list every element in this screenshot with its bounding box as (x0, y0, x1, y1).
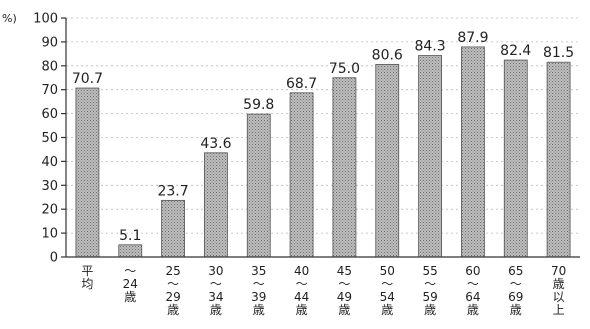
x-tick-label: ～ (510, 277, 522, 291)
x-tick-label: ～ (210, 277, 222, 291)
data-label: 75.0 (329, 61, 360, 77)
data-label: 82.4 (500, 43, 531, 59)
bars (75, 46, 571, 258)
x-tick-label: 均 (81, 277, 93, 291)
bar (375, 63, 400, 258)
x-tick-label: 50 (380, 264, 395, 278)
x-tick-label: 30 (208, 264, 223, 278)
x-tick-label: 60 (465, 264, 480, 278)
y-tick-label: 50 (41, 131, 58, 146)
x-tick-label: 34 (208, 290, 223, 304)
y-unit-label: %) (2, 12, 17, 25)
x-tick-label: 歳 (167, 303, 179, 317)
x-tick-label: 歳 (381, 303, 393, 317)
y-tick-label: 10 (41, 227, 58, 242)
bar (75, 87, 100, 258)
x-tick-label: 歳 (467, 303, 479, 317)
x-tick-label: 以 (553, 290, 565, 304)
x-tick-label: ～ (124, 264, 136, 278)
x-tick-label: 29 (165, 290, 180, 304)
data-label: 43.6 (200, 136, 231, 152)
x-tick-label: 59 (422, 290, 437, 304)
x-tick-label: 49 (337, 290, 352, 304)
x-tick-label: 69 (508, 290, 523, 304)
x-tick-label: 64 (465, 290, 480, 304)
x-tick-label: 歳 (210, 303, 222, 317)
data-label: 84.3 (414, 39, 445, 55)
data-label: 23.7 (157, 183, 188, 199)
x-tick-label: 歳 (338, 303, 350, 317)
y-tick-label: 100 (33, 12, 58, 27)
data-label: 70.7 (72, 71, 103, 87)
data-label: 87.9 (457, 30, 488, 46)
bar (503, 59, 528, 258)
x-tick-label: 55 (422, 264, 437, 278)
y-tick-label: 90 (41, 35, 58, 50)
x-tick-label: 24 (123, 277, 138, 291)
x-tick-label: 歳 (124, 290, 136, 304)
x-tick-label: ～ (296, 277, 308, 291)
x-tick-label: 45 (337, 264, 352, 278)
bar (546, 61, 571, 258)
bar (204, 152, 228, 258)
y-tick-label: 40 (41, 155, 58, 170)
bar (418, 55, 442, 258)
x-tick-label: 歳 (296, 303, 308, 317)
data-label: 5.1 (119, 228, 141, 244)
y-tick-label: 20 (41, 203, 58, 218)
x-tick-label: 平 (81, 264, 93, 278)
x-tick-label: 35 (251, 264, 266, 278)
x-tick-label: 39 (251, 290, 266, 304)
x-tick-label: ～ (467, 277, 479, 291)
x-tick-label: 70 (551, 264, 566, 278)
data-label: 80.6 (372, 47, 403, 63)
data-label: 81.5 (543, 45, 574, 61)
x-tick-label: 歳 (424, 303, 436, 317)
y-tick-label: 30 (41, 179, 58, 194)
x-tick-label: ～ (253, 277, 265, 291)
bar (332, 77, 357, 258)
bar (161, 199, 185, 258)
y-tick-label: 70 (41, 83, 58, 98)
labels: 0102030405060708090100%)70.7平均5.1～24歳23.… (2, 12, 574, 318)
x-tick-label: 65 (508, 264, 523, 278)
x-tick-label: 上 (553, 303, 565, 317)
x-tick-label: 歳 (553, 277, 565, 291)
bar (461, 46, 485, 258)
x-tick-label: 40 (294, 264, 309, 278)
x-tick-label: ～ (424, 277, 436, 291)
data-label: 59.8 (243, 97, 274, 113)
x-tick-label: 44 (294, 290, 309, 304)
bar (118, 244, 143, 258)
x-tick-label: 歳 (253, 303, 265, 317)
bar (246, 113, 271, 258)
x-tick-label: ～ (338, 277, 350, 291)
x-tick-label: 54 (380, 290, 395, 304)
y-tick-label: 0 (50, 251, 58, 266)
axes (61, 17, 580, 258)
data-label: 68.7 (286, 76, 317, 92)
x-tick-label: 25 (165, 264, 180, 278)
x-tick-label: ～ (167, 277, 179, 291)
x-tick-label: 歳 (510, 303, 522, 317)
y-tick-label: 60 (41, 107, 58, 122)
gridlines (66, 17, 580, 234)
y-tick-label: 80 (41, 59, 58, 74)
x-tick-label: ～ (381, 277, 393, 291)
bar (289, 92, 314, 258)
